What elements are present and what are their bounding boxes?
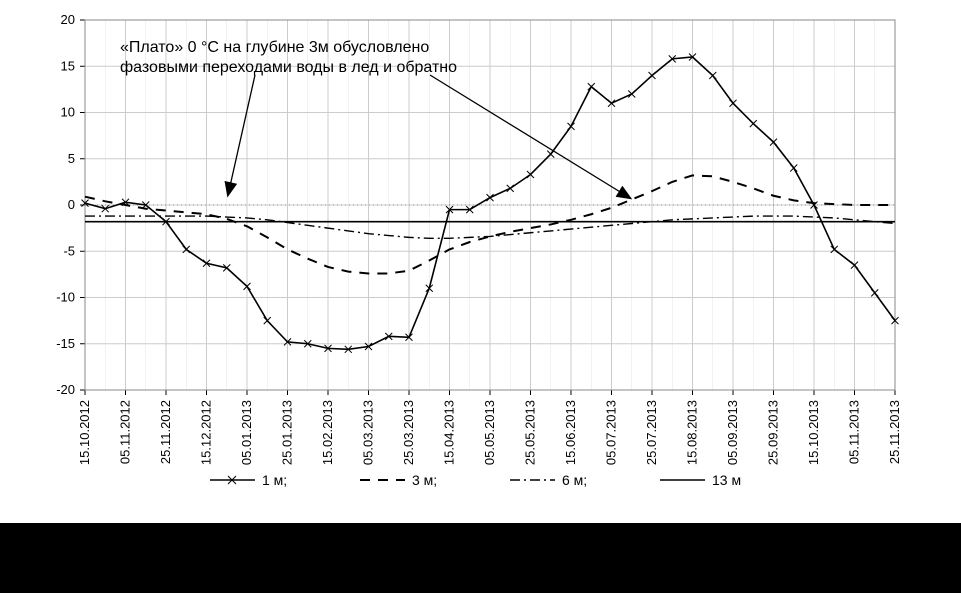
svg-text:25.11.2013: 25.11.2013	[887, 400, 902, 464]
svg-text:15.02.2013: 15.02.2013	[320, 400, 335, 465]
svg-text:фазовыми переходами воды в лед: фазовыми переходами воды в лед и обратно	[120, 59, 457, 76]
svg-text:25.01.2013: 25.01.2013	[280, 400, 295, 465]
svg-text:25.05.2013: 25.05.2013	[523, 400, 538, 465]
bottom-black-stripe	[0, 523, 961, 593]
svg-text:15.06.2013: 15.06.2013	[563, 400, 578, 465]
svg-text:15.04.2013: 15.04.2013	[442, 400, 457, 465]
svg-text:05.05.2013: 05.05.2013	[482, 400, 497, 465]
svg-text:15.10.2013: 15.10.2013	[806, 400, 821, 465]
svg-text:1 м;: 1 м;	[262, 472, 287, 488]
svg-text:25.07.2013: 25.07.2013	[644, 400, 659, 465]
svg-text:25.09.2013: 25.09.2013	[766, 400, 781, 465]
svg-text:05.09.2013: 05.09.2013	[725, 400, 740, 465]
line-chart: 15.10.2012 05.11.2012 25.11.2012 15.12.2012…	[0, 0, 961, 593]
svg-text:05.07.2013: 05.07.2013	[604, 400, 619, 465]
svg-text:-15: -15	[56, 336, 75, 351]
svg-text:«Плато» 0 °С на глубине 3м обу: «Плато» 0 °С на глубине 3м обусловлено	[120, 39, 429, 56]
svg-text:05.01.2013: 05.01.2013	[239, 400, 254, 465]
svg-text:05.11.2012: 05.11.2012	[118, 400, 133, 464]
svg-text:-5: -5	[63, 243, 75, 258]
svg-text:05.03.2013: 05.03.2013	[361, 400, 376, 465]
svg-text:25.03.2013: 25.03.2013	[401, 400, 416, 465]
svg-text:15.08.2013: 15.08.2013	[685, 400, 700, 465]
svg-text:25.11.2012: 25.11.2012	[158, 400, 173, 464]
svg-text:15: 15	[61, 58, 75, 73]
svg-text:10: 10	[61, 105, 75, 120]
svg-text:-20: -20	[56, 382, 75, 397]
svg-text:5: 5	[68, 151, 75, 166]
svg-text:15.12.2012: 15.12.2012	[199, 400, 214, 465]
svg-text:6 м;: 6 м;	[562, 472, 587, 488]
svg-text:15.10.2012: 15.10.2012	[77, 400, 92, 465]
svg-text:20: 20	[61, 12, 75, 27]
svg-text:13 м: 13 м	[712, 472, 741, 488]
svg-text:-10: -10	[56, 290, 75, 305]
svg-text:0: 0	[68, 197, 75, 212]
svg-text:05.11.2013: 05.11.2013	[847, 400, 862, 464]
svg-text:3 м;: 3 м;	[412, 472, 437, 488]
chart-container: 15.10.2012 05.11.2012 25.11.2012 15.12.2012…	[0, 0, 961, 593]
